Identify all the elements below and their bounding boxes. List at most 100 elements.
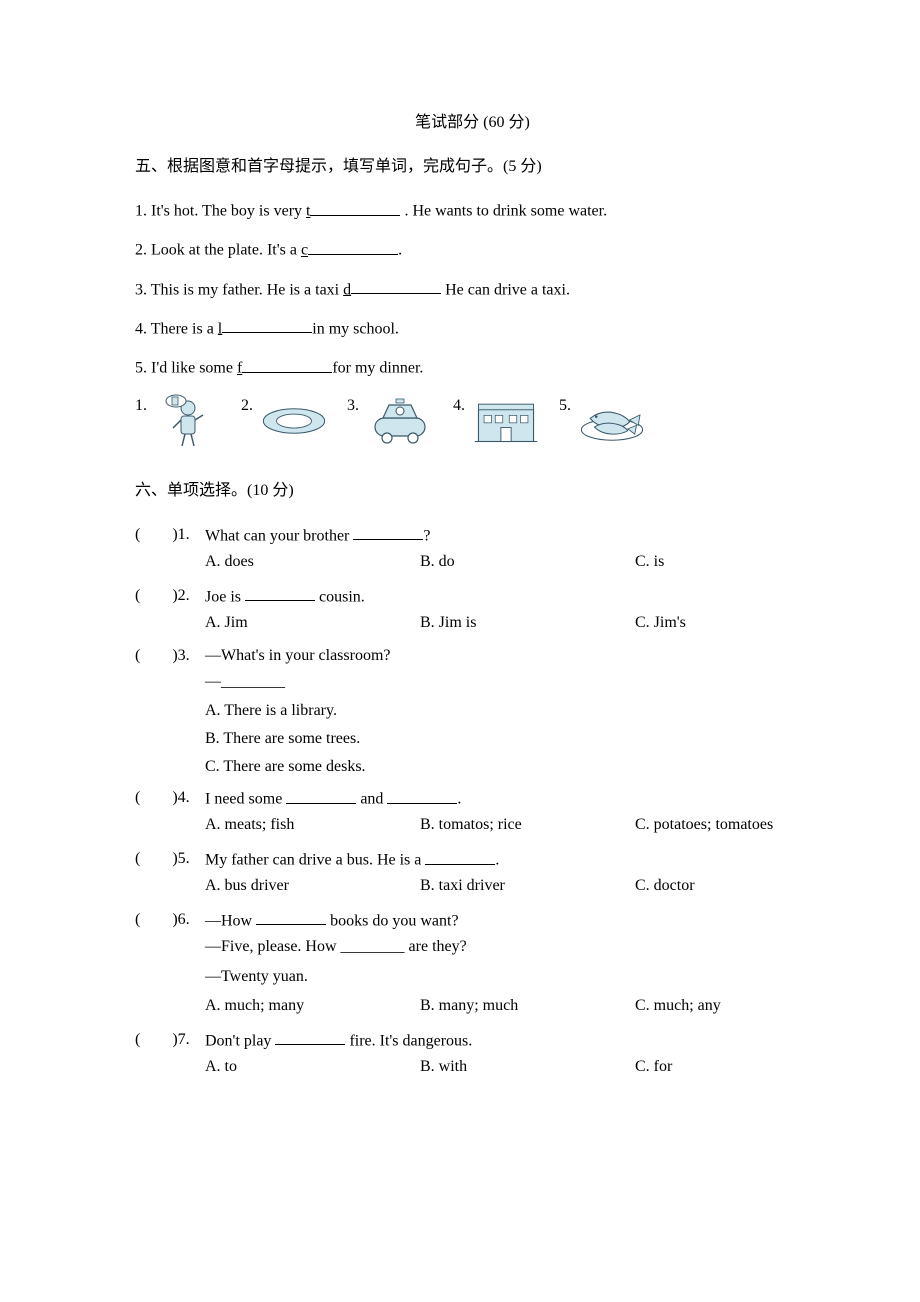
s6-q4: ( )4. I need some and . A. meats; fish B… — [135, 785, 810, 838]
q3-sub-1: —________ — [205, 669, 810, 695]
q1-opt-c[interactable]: C. is — [635, 549, 664, 575]
s5-img-cell-3: 3. — [347, 393, 435, 448]
boy-thirsty-icon — [153, 393, 223, 448]
q4-opt-a[interactable]: A. meats; fish — [205, 812, 420, 838]
s5-num-2: 2. — [135, 242, 147, 259]
s6-q1: ( )1. What can your brother ? A. does B.… — [135, 522, 810, 575]
q5-opt-c[interactable]: C. doctor — [635, 873, 695, 899]
s5-item-2: 2. Look at the plate. It's a c. — [135, 236, 810, 263]
blank[interactable] — [353, 522, 423, 541]
blank[interactable] — [310, 197, 400, 216]
q6-opt-a[interactable]: A. much; many — [205, 993, 420, 1019]
q5-opt-b[interactable]: B. taxi driver — [420, 873, 635, 899]
q2-stem: Joe is cousin. — [205, 583, 810, 610]
s5-item-4: 4. There is a lin my school. — [135, 315, 810, 342]
s5-post-4: in my school. — [312, 320, 399, 337]
s5-pre-5: I'd like some — [151, 360, 237, 377]
q6-sub-2: —Twenty yuan. — [205, 964, 810, 990]
s5-item-5: 5. I'd like some ffor my dinner. — [135, 354, 810, 381]
q3-paren[interactable]: ( )3. — [135, 643, 205, 669]
s5-img-num-4: 4. — [453, 393, 465, 419]
section6-heading: 六、单项选择。(10 分) — [135, 478, 810, 504]
blank[interactable] — [275, 1027, 345, 1046]
blank[interactable] — [308, 236, 398, 255]
q3-opt-b[interactable]: B. There are some trees. — [205, 726, 810, 752]
q4-stem-c: . — [457, 791, 461, 808]
blank[interactable] — [425, 846, 495, 865]
q2-opt-b[interactable]: B. Jim is — [420, 610, 635, 636]
q6-paren[interactable]: ( )6. — [135, 907, 205, 934]
s5-post-2: . — [398, 242, 402, 259]
q6-opt-c[interactable]: C. much; any — [635, 993, 721, 1019]
page-title: 笔试部分 (60 分) — [135, 110, 810, 136]
s5-pre-1: It's hot. The boy is very — [151, 203, 306, 220]
blank[interactable] — [256, 907, 326, 926]
q1-opt-a[interactable]: A. does — [205, 549, 420, 575]
q4-stem-b: and — [356, 791, 387, 808]
s5-item-3: 3. This is my father. He is a taxi d He … — [135, 276, 810, 303]
q4-stem: I need some and . — [205, 785, 810, 812]
blank[interactable] — [286, 785, 356, 804]
s5-pre-4: There is a — [151, 320, 218, 337]
s5-img-num-5: 5. — [559, 393, 571, 419]
q4-stem-a: I need some — [205, 791, 286, 808]
q7-opt-a[interactable]: A. to — [205, 1054, 420, 1080]
s5-letter-3: d — [343, 281, 351, 298]
s6-q2: ( )2. Joe is cousin. A. Jim B. Jim is C.… — [135, 583, 810, 636]
s5-num-5: 5. — [135, 360, 147, 377]
q2-paren[interactable]: ( )2. — [135, 583, 205, 610]
s5-letter-2: c — [301, 242, 308, 259]
q7-opt-c[interactable]: C. for — [635, 1054, 672, 1080]
q2-stem-a: Joe is — [205, 588, 245, 605]
q3-opt-a[interactable]: A. There is a library. — [205, 698, 810, 724]
blank[interactable] — [387, 785, 457, 804]
plate-icon — [259, 393, 329, 448]
q7-stem-a: Don't play — [205, 1032, 275, 1049]
s5-post-3: He can drive a taxi. — [441, 281, 570, 298]
q1-paren[interactable]: ( )1. — [135, 522, 205, 549]
q6-sub-1: —Five, please. How ________ are they? — [205, 934, 810, 960]
q5-paren[interactable]: ( )5. — [135, 846, 205, 873]
q2-opt-c[interactable]: C. Jim's — [635, 610, 686, 636]
blank[interactable] — [245, 583, 315, 602]
q6-stem: —How books do you want? — [205, 907, 810, 934]
fish-icon — [577, 393, 647, 448]
s5-num-1: 1. — [135, 203, 147, 220]
library-building-icon — [471, 393, 541, 448]
q3-stem: —What's in your classroom? — [205, 643, 810, 669]
s5-num-4: 4. — [135, 320, 147, 337]
q5-stem-a: My father can drive a bus. He is a — [205, 852, 425, 869]
q7-paren[interactable]: ( )7. — [135, 1027, 205, 1054]
s5-img-cell-2: 2. — [241, 393, 329, 448]
s5-img-num-1: 1. — [135, 393, 147, 419]
blank[interactable] — [351, 276, 441, 295]
q2-opt-a[interactable]: A. Jim — [205, 610, 420, 636]
page: 笔试部分 (60 分) 五、根据图意和首字母提示，填写单词，完成句子。(5 分)… — [0, 0, 920, 1302]
q6-stem-a: —How — [205, 912, 256, 929]
q1-opt-b[interactable]: B. do — [420, 549, 635, 575]
q4-opt-b[interactable]: B. tomatos; rice — [420, 812, 635, 838]
s6-q3: ( )3. —What's in your classroom? —______… — [135, 643, 810, 779]
blank[interactable] — [242, 354, 332, 373]
q3-opt-c[interactable]: C. There are some desks. — [205, 754, 810, 780]
q2-stem-b: cousin. — [315, 588, 365, 605]
s5-img-num-3: 3. — [347, 393, 359, 419]
q7-opt-b[interactable]: B. with — [420, 1054, 635, 1080]
q1-stem-a: What can your brother — [205, 527, 353, 544]
q4-opt-c[interactable]: C. potatoes; tomatoes — [635, 812, 773, 838]
q4-paren[interactable]: ( )4. — [135, 785, 205, 812]
q5-stem-b: . — [495, 852, 499, 869]
taxi-driver-icon — [365, 393, 435, 448]
q1-stem: What can your brother ? — [205, 522, 810, 549]
s5-pre-2: Look at the plate. It's a — [151, 242, 301, 259]
q6-opt-b[interactable]: B. many; much — [420, 993, 635, 1019]
s5-post-1: . He wants to drink some water. — [400, 203, 607, 220]
blank[interactable] — [222, 315, 312, 334]
q5-opt-a[interactable]: A. bus driver — [205, 873, 420, 899]
s5-img-num-2: 2. — [241, 393, 253, 419]
section5-heading: 五、根据图意和首字母提示，填写单词，完成句子。(5 分) — [135, 154, 810, 180]
s5-post-5: for my dinner. — [332, 360, 423, 377]
s5-item-1: 1. It's hot. The boy is very t . He want… — [135, 197, 810, 224]
q7-stem: Don't play fire. It's dangerous. — [205, 1027, 810, 1054]
s5-img-cell-1: 1. — [135, 393, 223, 448]
